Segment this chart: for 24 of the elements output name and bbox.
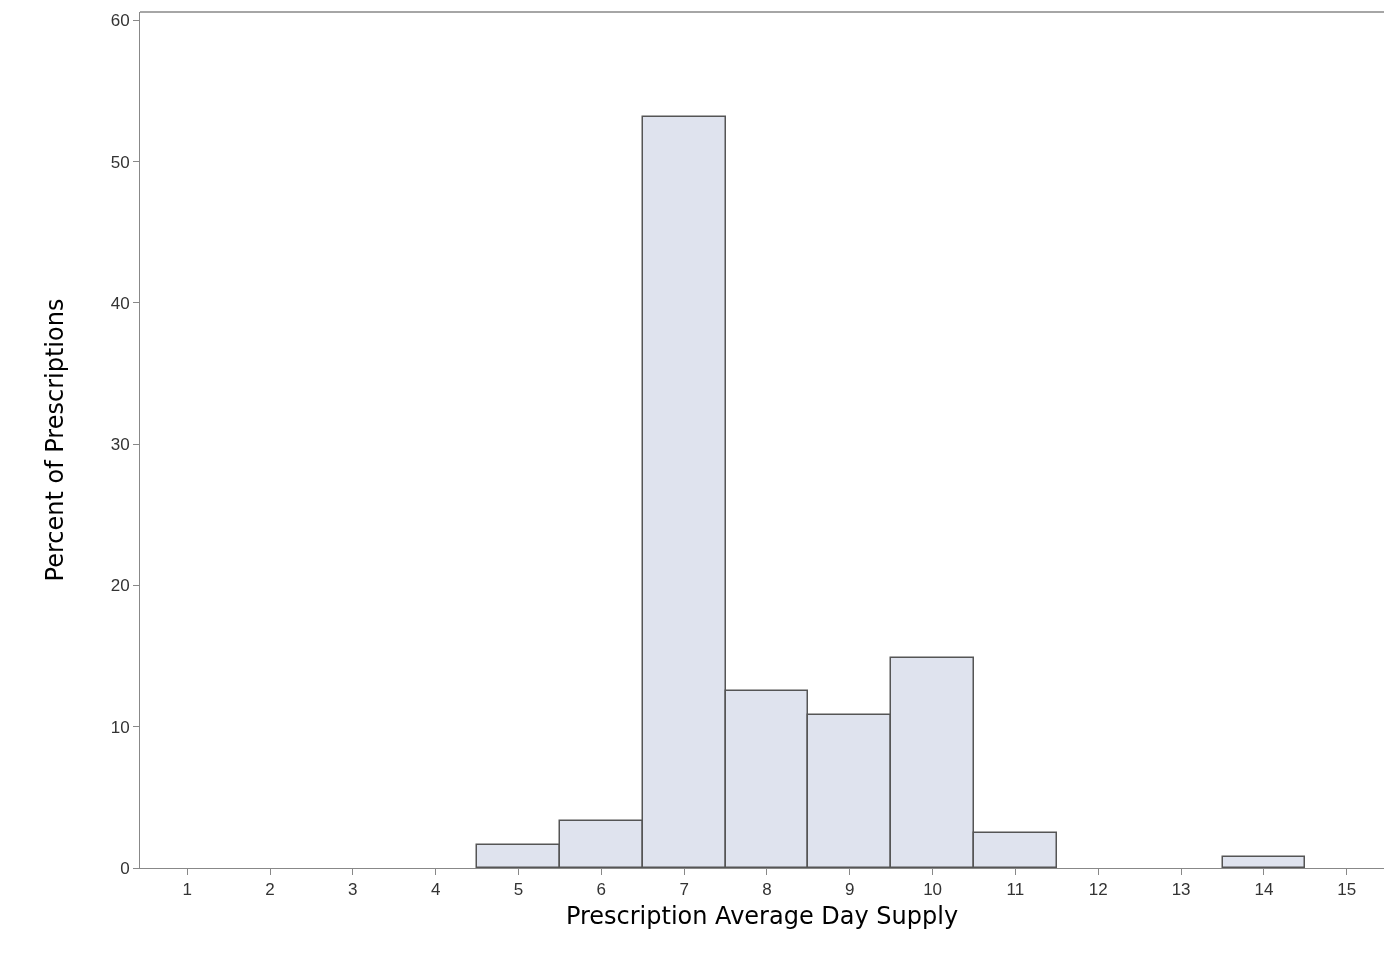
x-tick-label: 9 (845, 880, 855, 900)
y-tick-label: 20 (110, 576, 130, 596)
x-tick-label: 7 (679, 880, 689, 900)
y-tick-label: 0 (120, 858, 130, 878)
x-tick-label: 11 (1006, 880, 1025, 900)
y-tick-label: 50 (110, 152, 130, 172)
x-tick-label: 10 (923, 880, 943, 900)
x-tick-label: 5 (513, 880, 524, 900)
x-tick-label: 3 (348, 880, 358, 900)
x-tick-label: 8 (762, 880, 772, 900)
y-tick-label: 40 (110, 293, 130, 313)
y-tick-label: 60 (110, 11, 130, 31)
x-tick-label: 15 (1337, 880, 1357, 900)
x-tick-label: 1 (182, 880, 192, 900)
x-axis-title: Prescription Average Day Supply (565, 901, 959, 930)
x-tick-label: 6 (596, 880, 607, 900)
x-tick-label: 13 (1171, 880, 1191, 900)
x-tick-label: 14 (1254, 880, 1274, 900)
y-tick-label: 10 (110, 717, 130, 737)
x-tick-label: 12 (1088, 880, 1108, 900)
y-tick-label: 30 (110, 435, 130, 455)
x-tick-label: 4 (430, 880, 441, 900)
y-axis-title: Percent of Prescriptions (40, 298, 69, 582)
x-tick-label: 2 (265, 880, 275, 900)
